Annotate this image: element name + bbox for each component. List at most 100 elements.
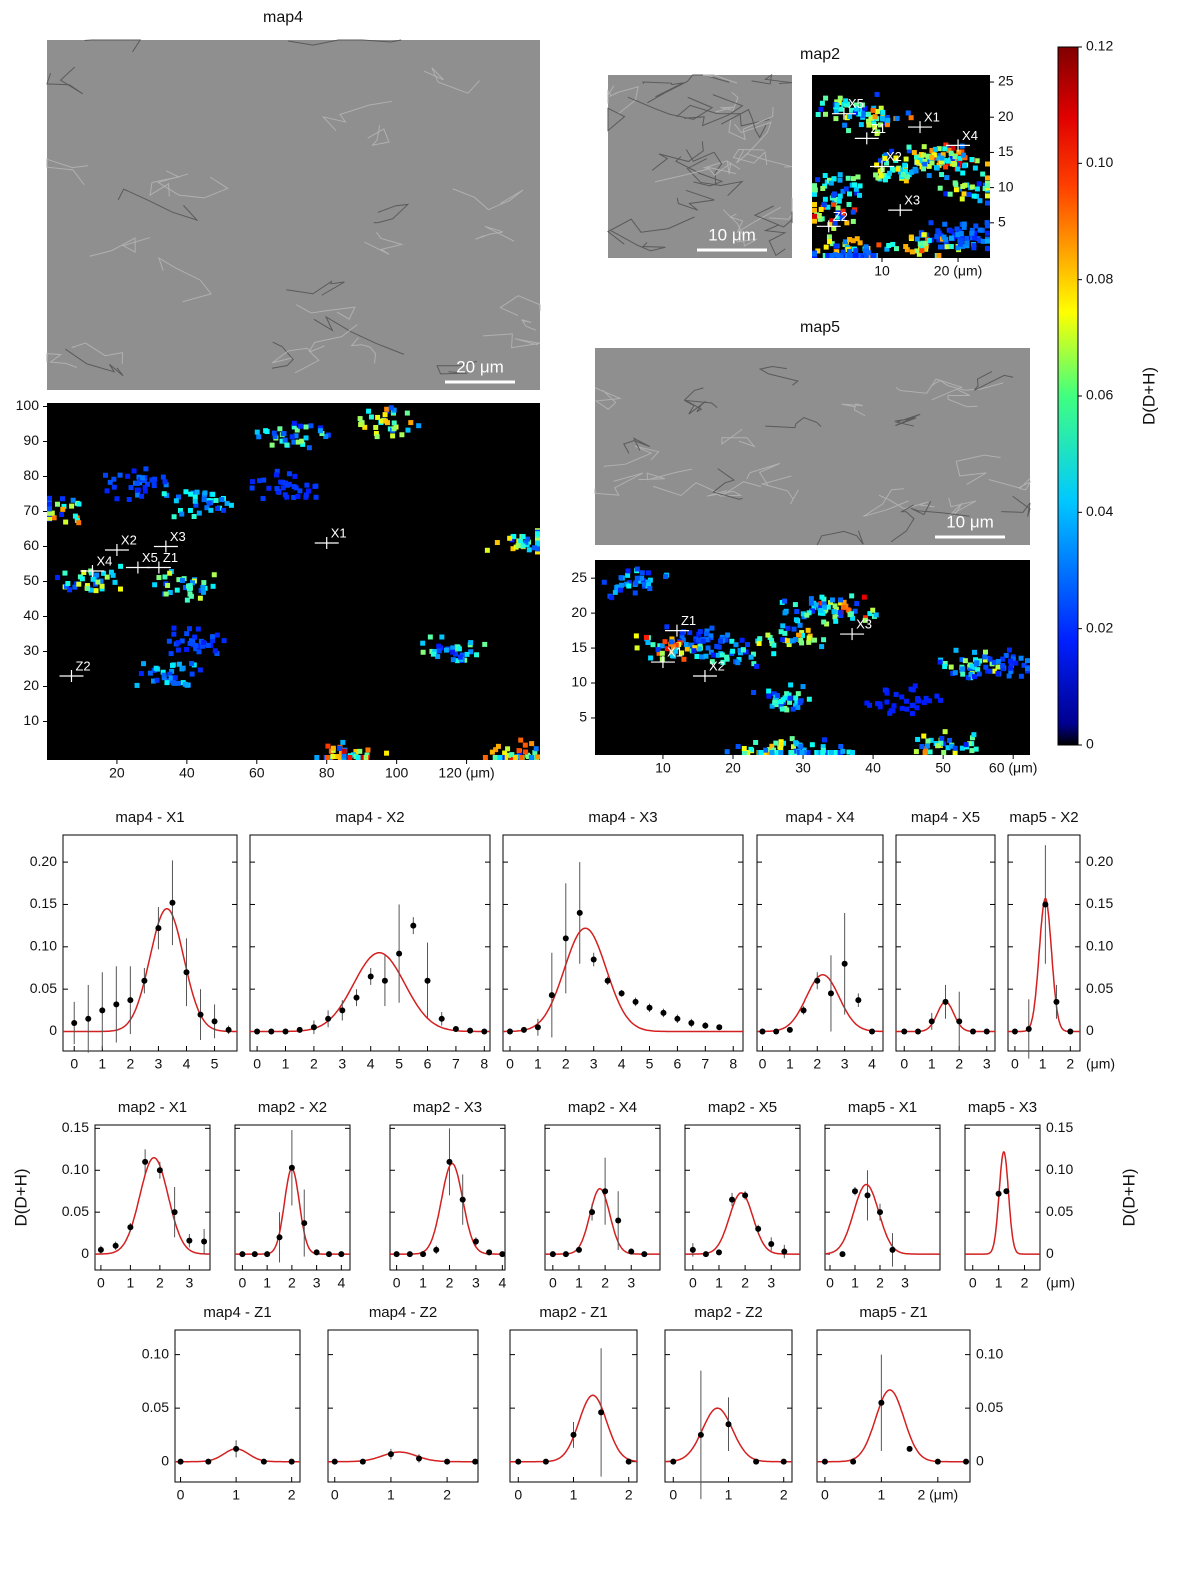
map-pixel (841, 604, 847, 610)
map-pixel (171, 625, 177, 631)
sem-texture (521, 319, 537, 331)
map-pixel (922, 161, 928, 167)
map-pixel (786, 692, 792, 698)
x-tick-label: 1 (282, 1056, 290, 1072)
x-tick-label: 4 (367, 1056, 375, 1072)
map-pixel (919, 744, 925, 750)
map-pixel (877, 122, 883, 128)
x-tick-label: 2 (601, 1275, 609, 1291)
y-tick-label: 0 (1086, 1022, 1094, 1038)
map-pixel (279, 438, 285, 444)
x-tick-label: 0 (393, 1275, 401, 1291)
map-pixel (837, 177, 843, 183)
data-point (850, 1458, 857, 1465)
x-tick-label: 1 (786, 1056, 794, 1072)
data-point (715, 1249, 722, 1256)
map-pixel (505, 746, 511, 752)
map-pixel (191, 662, 197, 668)
map-pixel (61, 503, 67, 509)
map-pixel (899, 694, 905, 700)
colorbar-tick-label: 0.02 (1086, 619, 1113, 635)
map-pixel (969, 663, 975, 669)
profile-marker (650, 656, 675, 669)
map-pixel (269, 442, 275, 448)
map-pixel (948, 235, 954, 241)
map-pixel (819, 644, 825, 650)
map-pixel (160, 474, 166, 480)
map-pixel (893, 155, 899, 161)
map-pixel (984, 220, 990, 226)
map-title: map5 (800, 319, 840, 336)
x-tick-label: 0 (253, 1056, 261, 1072)
map-pixel (834, 102, 840, 108)
map-pixel (700, 638, 706, 644)
panel-title: map4 - X4 (785, 809, 854, 826)
data-point (641, 1251, 648, 1258)
map-pixel (872, 124, 878, 130)
data-point (459, 1196, 466, 1203)
map-pixel (696, 646, 702, 652)
map-pixel (523, 539, 529, 545)
map-pixel (643, 634, 649, 640)
data-point (1067, 1028, 1074, 1035)
map-pixel (837, 193, 843, 199)
map-pixel (969, 227, 975, 233)
map-pixel (634, 566, 640, 572)
map-pixel (679, 650, 685, 656)
data-point (205, 1458, 212, 1465)
fit-curve (757, 974, 883, 1033)
map-pixel (946, 147, 952, 153)
map-pixel (529, 741, 535, 747)
map-pixel (308, 423, 314, 429)
map-pixel (184, 682, 190, 688)
map-pixel (494, 540, 500, 546)
map-pixel (659, 643, 665, 649)
data-point (338, 1251, 345, 1258)
map-pixel (823, 95, 829, 101)
map-pixel (766, 750, 772, 755)
map-pixel (821, 637, 827, 643)
map-pixel (724, 656, 730, 662)
x-tick-label: 2 (876, 1275, 884, 1291)
map-pixel (885, 117, 891, 123)
data-point (702, 1251, 709, 1258)
x-tick-label: 0 (821, 1487, 829, 1503)
map-pixel (865, 118, 871, 124)
map-pixel (691, 648, 697, 654)
map-pixel (1018, 655, 1024, 661)
map-pixel (778, 750, 784, 755)
sem-texture (610, 230, 666, 252)
sem-texture (722, 209, 758, 247)
x-tick-label: 2 (μm) (917, 1487, 958, 1503)
map-pixel (697, 629, 703, 635)
map-pixel (798, 743, 804, 749)
map-pixel (619, 582, 625, 588)
map-pixel (823, 244, 829, 250)
map-pixel (1006, 647, 1012, 653)
x-tick-label: 40 (865, 760, 881, 776)
map-pixel (800, 632, 806, 638)
map-pixel (769, 638, 775, 644)
map-pixel (838, 253, 844, 258)
map-pixel (837, 610, 843, 616)
map-pixel (956, 186, 962, 192)
y-tick-label: 25 (571, 569, 587, 585)
map-pixel (535, 538, 540, 544)
map-pixel (1021, 662, 1027, 668)
map-pixel (853, 248, 859, 254)
map-pixel (812, 191, 817, 197)
map-pixel (820, 750, 826, 755)
x-tick-label: 20 (μm) (934, 263, 983, 279)
panel-title: map4 - X5 (911, 809, 980, 826)
map-pixel (436, 643, 442, 649)
map-pixel (1000, 663, 1006, 669)
data-point (225, 1026, 232, 1033)
map-pixel (112, 579, 118, 585)
sem-texture (288, 39, 402, 46)
map-pixel (368, 414, 374, 420)
map-pixel (135, 487, 141, 493)
data-point (420, 1251, 427, 1258)
map-pixel (925, 738, 931, 744)
map-pixel (1025, 666, 1030, 672)
map-pixel (468, 649, 474, 655)
